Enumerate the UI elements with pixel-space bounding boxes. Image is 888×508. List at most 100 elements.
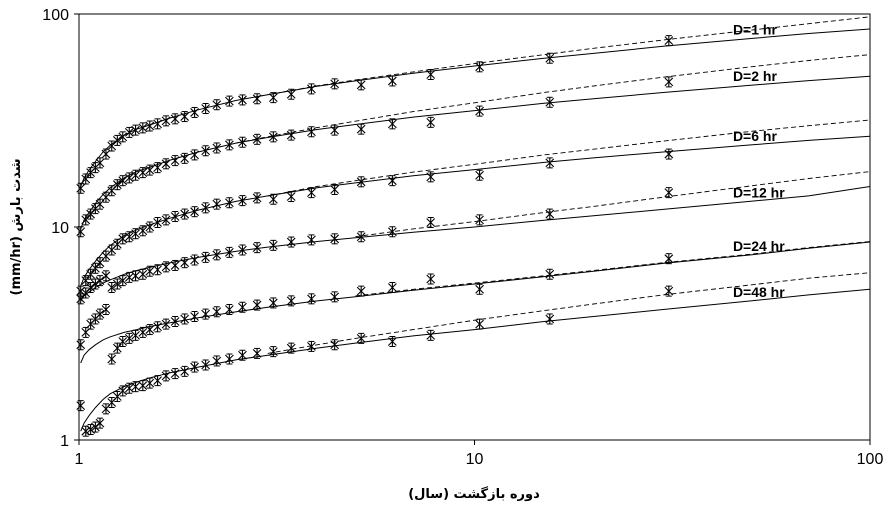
data-point (86, 208, 96, 220)
data-point (201, 145, 211, 157)
data-point (201, 103, 211, 115)
data-point (252, 299, 262, 311)
fitted-line (80, 75, 871, 230)
data-point (161, 370, 171, 382)
data-point (212, 142, 222, 154)
data-point (190, 254, 199, 266)
data-point (76, 293, 86, 305)
data-point (153, 162, 162, 174)
series-label: D=12 hr (733, 184, 785, 200)
data-point (190, 311, 199, 323)
data-point (252, 192, 262, 204)
data-point (131, 381, 140, 393)
data-point (356, 332, 366, 344)
data-point (224, 197, 234, 209)
series-label: D=2 hr (733, 68, 778, 84)
axes: 1 10 100 1 10 100 (42, 7, 883, 468)
data-point (180, 365, 190, 377)
data-point (138, 167, 148, 179)
data-point (170, 259, 180, 271)
y-tick-label: 10 (51, 220, 69, 237)
series-d-48-hr (76, 272, 871, 437)
data-point (81, 214, 91, 226)
series-d-2-hr (76, 54, 871, 238)
data-point (475, 214, 484, 226)
data-point (212, 198, 222, 210)
data-point (118, 131, 128, 143)
data-point (170, 211, 180, 223)
data-point (81, 326, 91, 338)
data-point (138, 225, 148, 237)
data-point (138, 122, 148, 134)
data-point (664, 76, 674, 88)
data-point (268, 131, 278, 143)
data-point (201, 359, 211, 371)
data-point (170, 316, 180, 328)
data-point (307, 83, 316, 95)
data-point (90, 278, 100, 290)
data-point (180, 111, 190, 123)
data-point (286, 236, 296, 248)
data-point (76, 226, 86, 238)
data-point (664, 35, 674, 47)
data-point (330, 291, 340, 303)
data-point (252, 242, 262, 254)
data-point (112, 179, 122, 191)
data-point (86, 268, 96, 280)
data-point (131, 228, 140, 240)
data-point (131, 124, 140, 136)
data-point (426, 329, 436, 341)
data-point (212, 306, 222, 318)
data-point (238, 195, 247, 207)
data-point (545, 52, 555, 64)
projected-line (267, 272, 871, 354)
data-point (107, 353, 117, 365)
fitted-line (80, 135, 871, 286)
series-label: D=6 hr (733, 128, 778, 144)
data-point (268, 239, 278, 251)
data-point (161, 158, 171, 170)
data-point (224, 246, 234, 258)
data-point (190, 206, 199, 218)
data-point (268, 193, 278, 205)
data-point (95, 417, 105, 429)
data-point (238, 301, 247, 313)
x-tick-label: 1 (75, 451, 84, 468)
data-point (145, 377, 155, 389)
series-d-1-hr (76, 16, 871, 194)
data-point (95, 198, 105, 210)
data-point (124, 332, 134, 344)
data-point (307, 234, 316, 246)
data-point (307, 340, 316, 352)
data-point (475, 169, 484, 181)
data-point (426, 116, 436, 128)
data-point (201, 251, 211, 263)
data-point (286, 295, 296, 307)
data-point (307, 293, 316, 305)
data-point (153, 375, 162, 387)
data-point (201, 202, 211, 214)
data-point (356, 176, 366, 188)
data-point (145, 324, 155, 336)
data-point (153, 264, 162, 276)
data-point (545, 313, 555, 325)
data-point (268, 297, 278, 309)
data-point (124, 172, 134, 184)
data-point (153, 118, 162, 130)
data-point (664, 253, 674, 265)
y-tick-label: 1 (60, 433, 69, 450)
data-point (356, 123, 366, 135)
data-point (145, 120, 155, 132)
data-point (330, 124, 340, 136)
series-layer (76, 16, 871, 437)
data-point (426, 171, 436, 183)
data-point (307, 187, 316, 199)
data-point (224, 95, 234, 107)
projected-line (267, 119, 871, 197)
data-point (161, 214, 171, 226)
data-point (330, 183, 340, 195)
data-point (81, 173, 91, 185)
data-point (112, 342, 122, 354)
data-point (330, 233, 340, 245)
